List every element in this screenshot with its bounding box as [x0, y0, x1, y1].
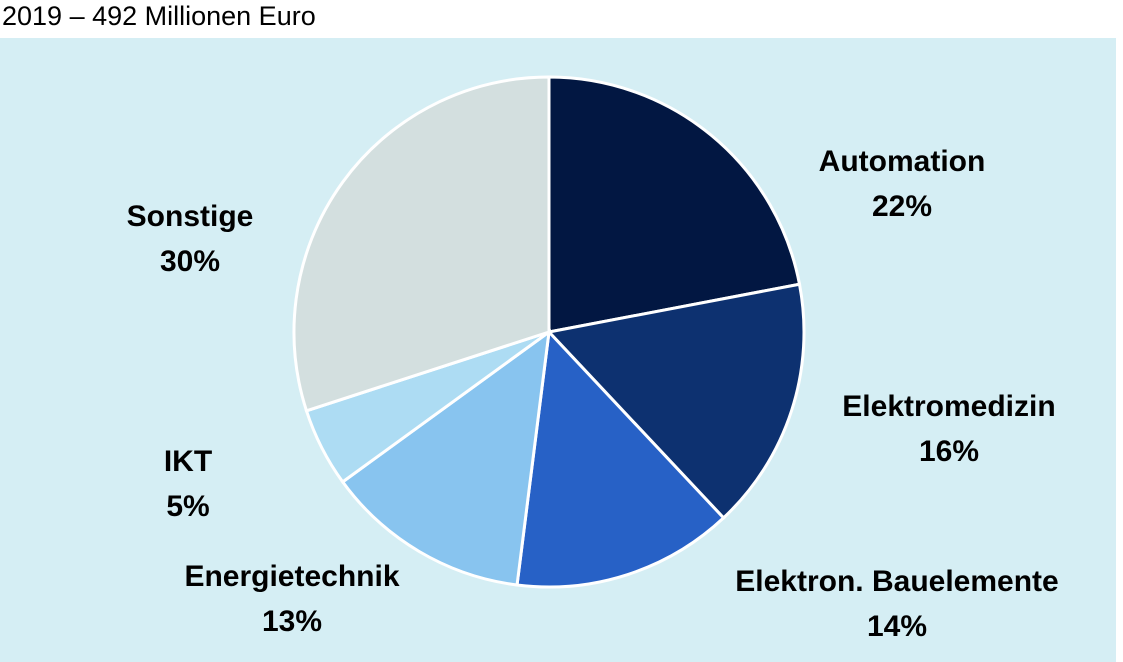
- slice-value-label: 16%: [919, 435, 979, 468]
- slice-value-label: 30%: [160, 245, 220, 278]
- slice-value-label: 22%: [872, 190, 932, 223]
- slice-label: Sonstige: [127, 200, 254, 233]
- slice-label: Elektron. Bauelemente: [735, 565, 1058, 598]
- slice-value-label: 5%: [166, 490, 209, 523]
- chart-title: 2019 – 492 Millionen Euro: [2, 1, 316, 31]
- pie-slice: [515, 328, 726, 589]
- pie-slice: [547, 75, 802, 334]
- slice-value-label: 14%: [867, 610, 927, 643]
- pie-slice: [340, 328, 551, 587]
- slice-label: Automation: [819, 145, 986, 178]
- pie-slice: [292, 75, 551, 413]
- slice-value-label: 13%: [262, 605, 322, 638]
- slice-label: Elektromedizin: [842, 390, 1055, 423]
- slice-label: Energietechnik: [184, 560, 399, 593]
- pie-slice: [546, 282, 806, 521]
- slice-label: IKT: [164, 445, 212, 478]
